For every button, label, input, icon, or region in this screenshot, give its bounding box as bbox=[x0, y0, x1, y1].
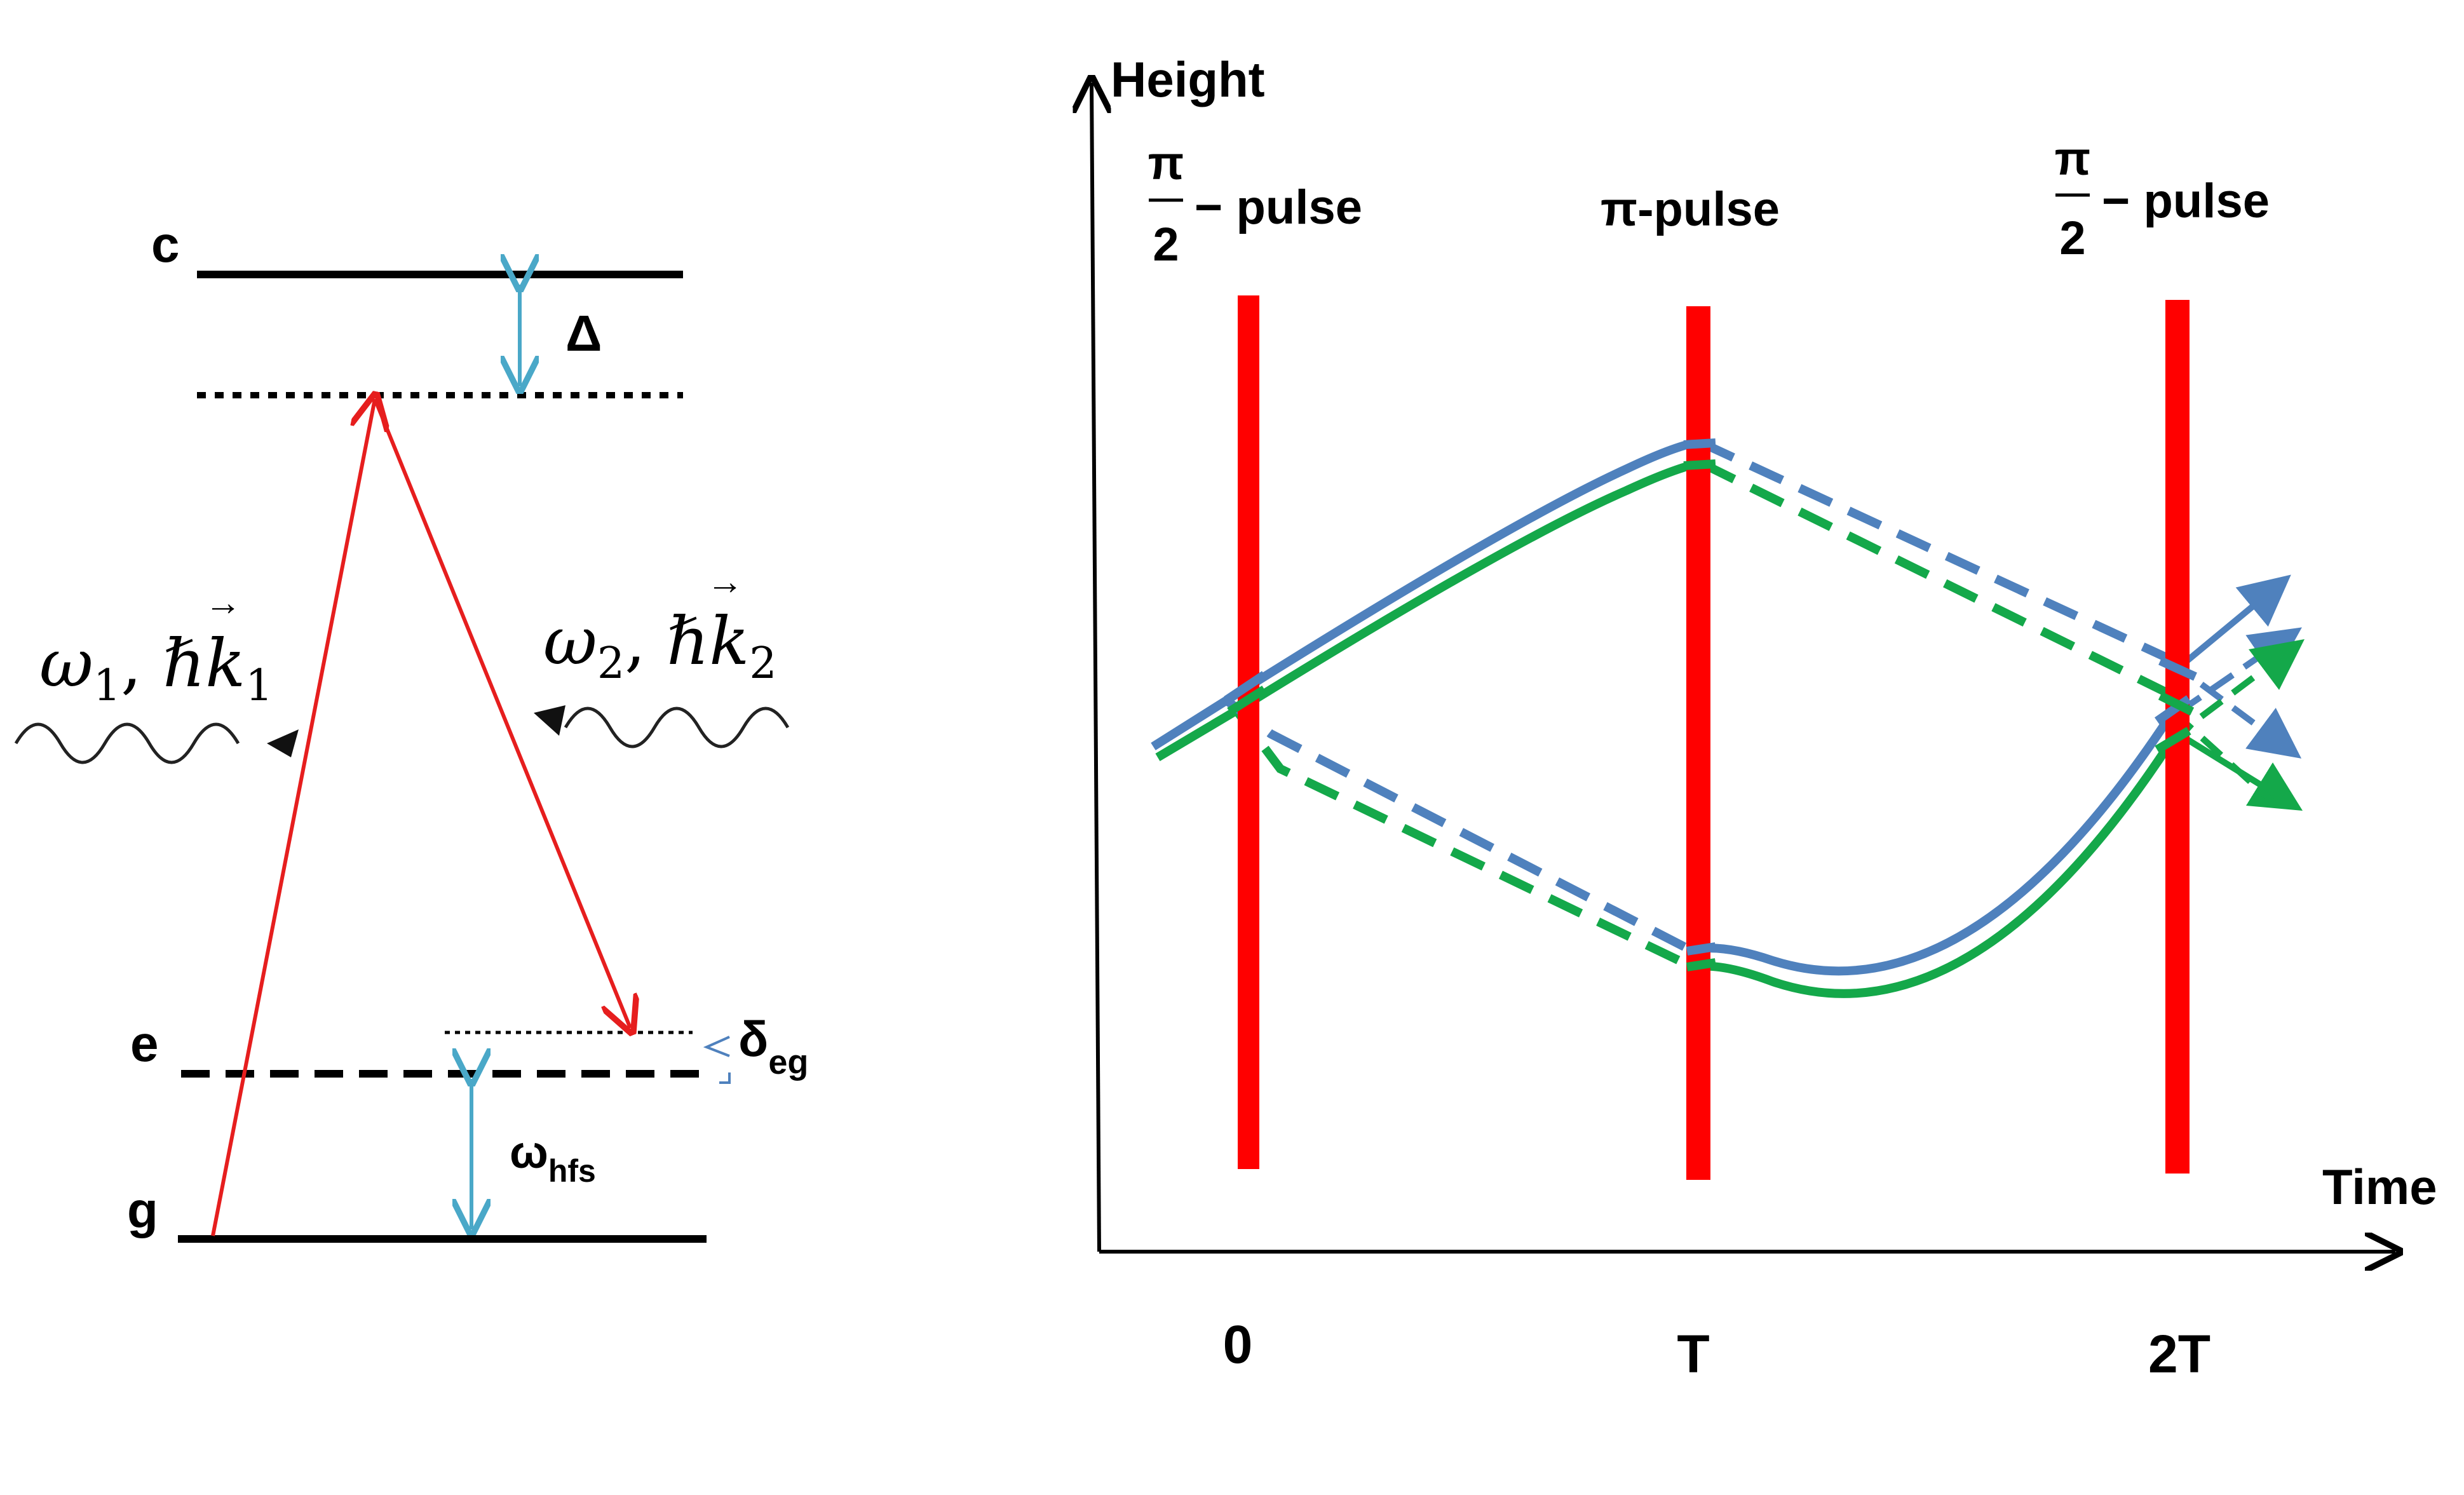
pulse-last-suffix: − pulse bbox=[2102, 174, 2270, 228]
laser-up-arrow bbox=[211, 399, 375, 1236]
beam2-omega-sub: 2 bbox=[597, 639, 625, 689]
level-g-label: g bbox=[127, 1182, 158, 1238]
tick-0: 0 bbox=[1223, 1315, 1253, 1374]
pulse-bar-first bbox=[1238, 295, 1259, 1169]
beam2-label: ω2, ℏk2 bbox=[543, 602, 776, 689]
green-solid-lower-path bbox=[1694, 741, 2174, 998]
green-output-down-arrow bbox=[2171, 727, 2303, 811]
delta-eg-label: δeg bbox=[738, 1011, 808, 1081]
y-axis-label: Height bbox=[1111, 51, 1265, 107]
pulse-last-num: π bbox=[2055, 132, 2091, 185]
beam1-sep: , bbox=[121, 625, 163, 702]
pulse-label-first: π 2 − pulse bbox=[1148, 137, 1362, 271]
blue-solid-lower-path bbox=[1692, 709, 2177, 976]
blue-output-up-arrow bbox=[2177, 574, 2291, 670]
y-axis bbox=[1092, 83, 1099, 1252]
hfs-symbol: ω bbox=[510, 1127, 548, 1178]
beam2-k-sub: 2 bbox=[749, 639, 776, 689]
pulse-first-num: π bbox=[1148, 137, 1184, 189]
pulse-first-suffix: − pulse bbox=[1195, 180, 1362, 234]
blue-dashed-lower-path bbox=[1223, 696, 1699, 957]
pulse-label-last: π 2 − pulse bbox=[2055, 132, 2270, 264]
delta-subscript: eg bbox=[768, 1043, 808, 1081]
blue-crossing-first bbox=[1224, 671, 1267, 704]
beam2-hbar: ℏ bbox=[667, 602, 709, 680]
green-dashed-upper-path bbox=[1700, 459, 2169, 697]
beam2-k: k bbox=[709, 602, 749, 680]
green-crossing-middle bbox=[1683, 459, 1717, 971]
delta-symbol: δ bbox=[738, 1011, 768, 1067]
pulse-last-den: 2 bbox=[2059, 212, 2085, 264]
beam1-vector-mark: → bbox=[205, 582, 241, 623]
level-e-label: e bbox=[130, 1015, 159, 1072]
blue-solid-upper-path bbox=[1151, 437, 1703, 750]
green-output-down-dashed-arrow bbox=[2170, 709, 2277, 806]
hfs-subscript: hfs bbox=[548, 1153, 596, 1189]
beam1-omega-sub: 1 bbox=[93, 661, 121, 711]
beam1-hbar: ℏ bbox=[163, 625, 205, 702]
green-crossing-first bbox=[1227, 686, 1267, 715]
blue-dashed-upper-path bbox=[1700, 438, 2169, 662]
detuning-label: Δ bbox=[565, 305, 602, 362]
x-axis-label: Time bbox=[2322, 1159, 2437, 1215]
beam2-vector-mark: → bbox=[707, 561, 743, 602]
green-solid-upper-path bbox=[1155, 458, 1704, 762]
level-c-label: c bbox=[151, 216, 180, 273]
pulse-label-middle: π-pulse bbox=[1601, 182, 1780, 236]
pulse-first-den: 2 bbox=[1153, 218, 1179, 271]
beam1-wave-icon bbox=[14, 722, 240, 764]
beam1-label: ω1, ℏk1 bbox=[39, 625, 273, 711]
tick-2T: 2T bbox=[2148, 1324, 2210, 1384]
laser-down-arrow bbox=[373, 398, 630, 1028]
beam1-k: k bbox=[205, 625, 245, 702]
beam1-omega: ω bbox=[39, 625, 93, 702]
interferometer-diagram: Height Time 0 T 2T π 2 − pulse π-pulse π… bbox=[1092, 51, 2437, 1384]
beam2-wave-arrow-icon bbox=[534, 705, 565, 736]
blue-crossing-middle bbox=[1683, 438, 1717, 956]
beam2-omega: ω bbox=[543, 602, 597, 680]
beam1-k-sub: 1 bbox=[245, 661, 273, 711]
beam1-wave-arrow-icon bbox=[267, 729, 299, 757]
trajectories bbox=[1151, 437, 2305, 998]
beam2-sep: , bbox=[625, 602, 667, 680]
hfs-label: ωhfs bbox=[510, 1127, 596, 1189]
green-crossing-last bbox=[2155, 691, 2195, 754]
pulse-bar-middle bbox=[1686, 306, 1710, 1180]
energy-level-diagram: c Δ e δeg ωhfs g ω1, ℏk1 → bbox=[14, 216, 808, 1243]
tick-T: T bbox=[1677, 1324, 1709, 1384]
delta-eg-bracket-icon bbox=[703, 1036, 731, 1084]
beam2-wave-icon bbox=[564, 707, 790, 748]
